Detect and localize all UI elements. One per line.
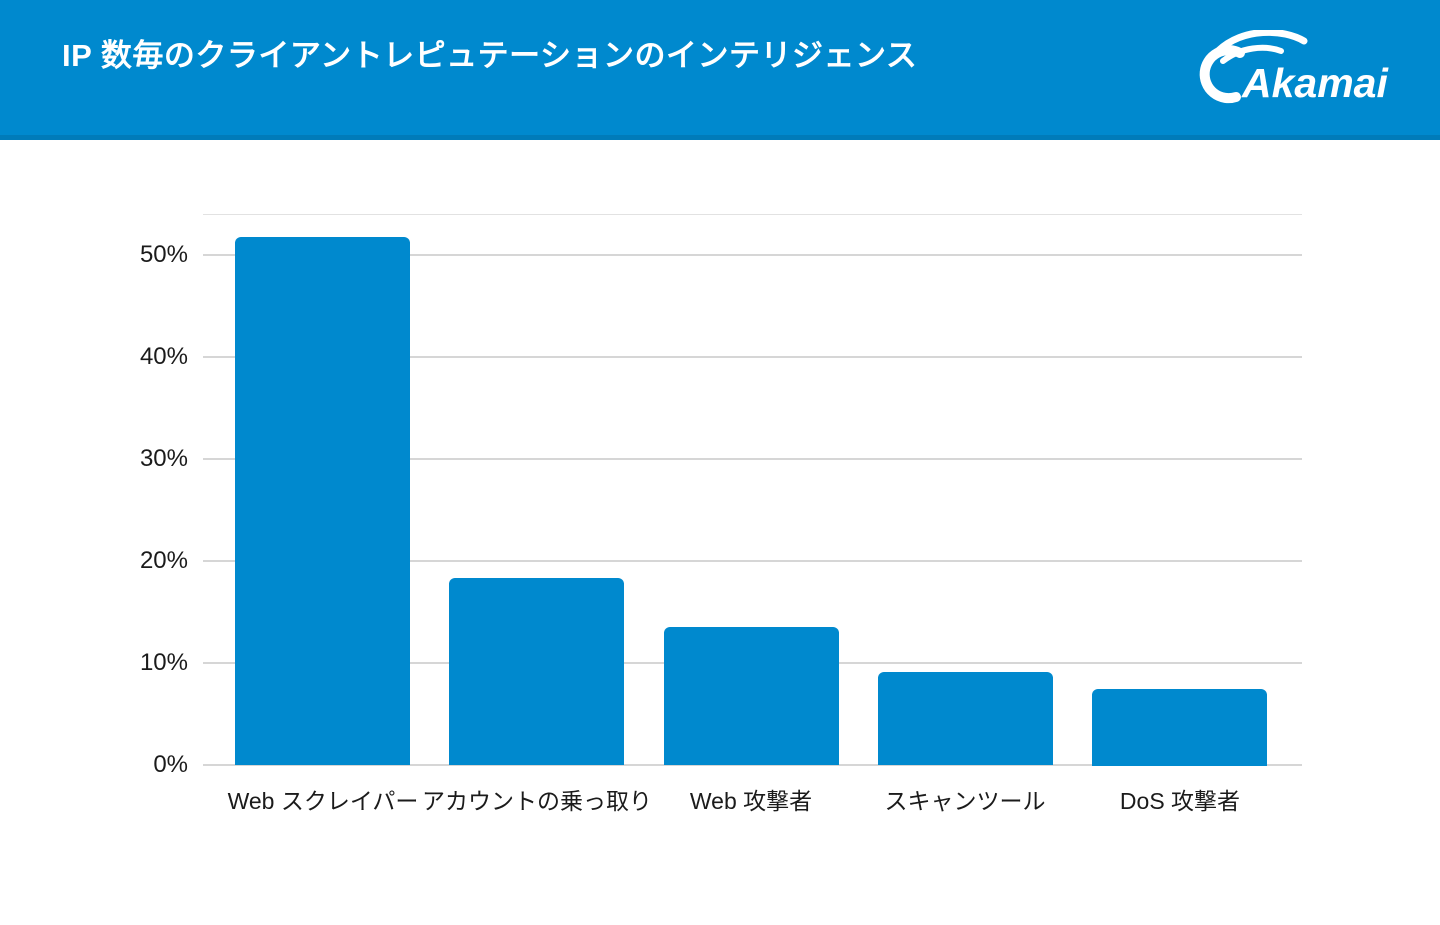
bar-4 xyxy=(878,672,1053,765)
y-axis-tick-label: 50% xyxy=(139,241,188,268)
x-axis-category-label: Web 攻撃者 xyxy=(689,788,813,814)
y-axis-tick-label: 30% xyxy=(139,445,188,472)
akamai-wordmark: Akamai xyxy=(1241,60,1389,106)
x-axis-category-label: アカウントの乗っ取り xyxy=(422,788,652,814)
bar-5 xyxy=(1092,689,1267,766)
gridline-20% xyxy=(203,560,1302,562)
page-title: IP 数毎のクライアントレピュテーションのインテリジェンス xyxy=(62,38,918,73)
akamai-swoosh-wave-icon xyxy=(1214,28,1308,55)
bar-3 xyxy=(664,627,839,765)
bar-1 xyxy=(235,237,410,765)
gridline-50% xyxy=(203,254,1302,256)
y-axis-tick-label: 40% xyxy=(139,343,188,370)
x-axis-category-label: Web スクレイパー xyxy=(227,788,419,814)
y-axis-tick-label: 10% xyxy=(139,649,188,676)
akamai-swoosh-crescent-icon xyxy=(1199,45,1245,104)
gridline-0% xyxy=(203,764,1302,766)
akamai-swoosh-wave2-icon xyxy=(1220,44,1284,64)
plot-top-border xyxy=(203,214,1302,215)
gridline-30% xyxy=(203,458,1302,460)
x-axis-category-label: DoS 攻撃者 xyxy=(1119,788,1241,814)
header-bottom-accent xyxy=(0,135,1440,140)
y-axis-tick-label: 20% xyxy=(139,547,188,574)
header-banner: IP 数毎のクライアントレピュテーションのインテリジェンス Akamai xyxy=(0,0,1440,140)
y-axis-tick-label: 0% xyxy=(153,751,188,778)
x-axis-category-label: スキャンツール xyxy=(884,788,1046,814)
akamai-logo-graphic: Akamai xyxy=(1199,28,1389,106)
akamai-logo: Akamai xyxy=(1198,28,1398,110)
bar-2 xyxy=(449,578,624,765)
gridline-40% xyxy=(203,356,1302,358)
